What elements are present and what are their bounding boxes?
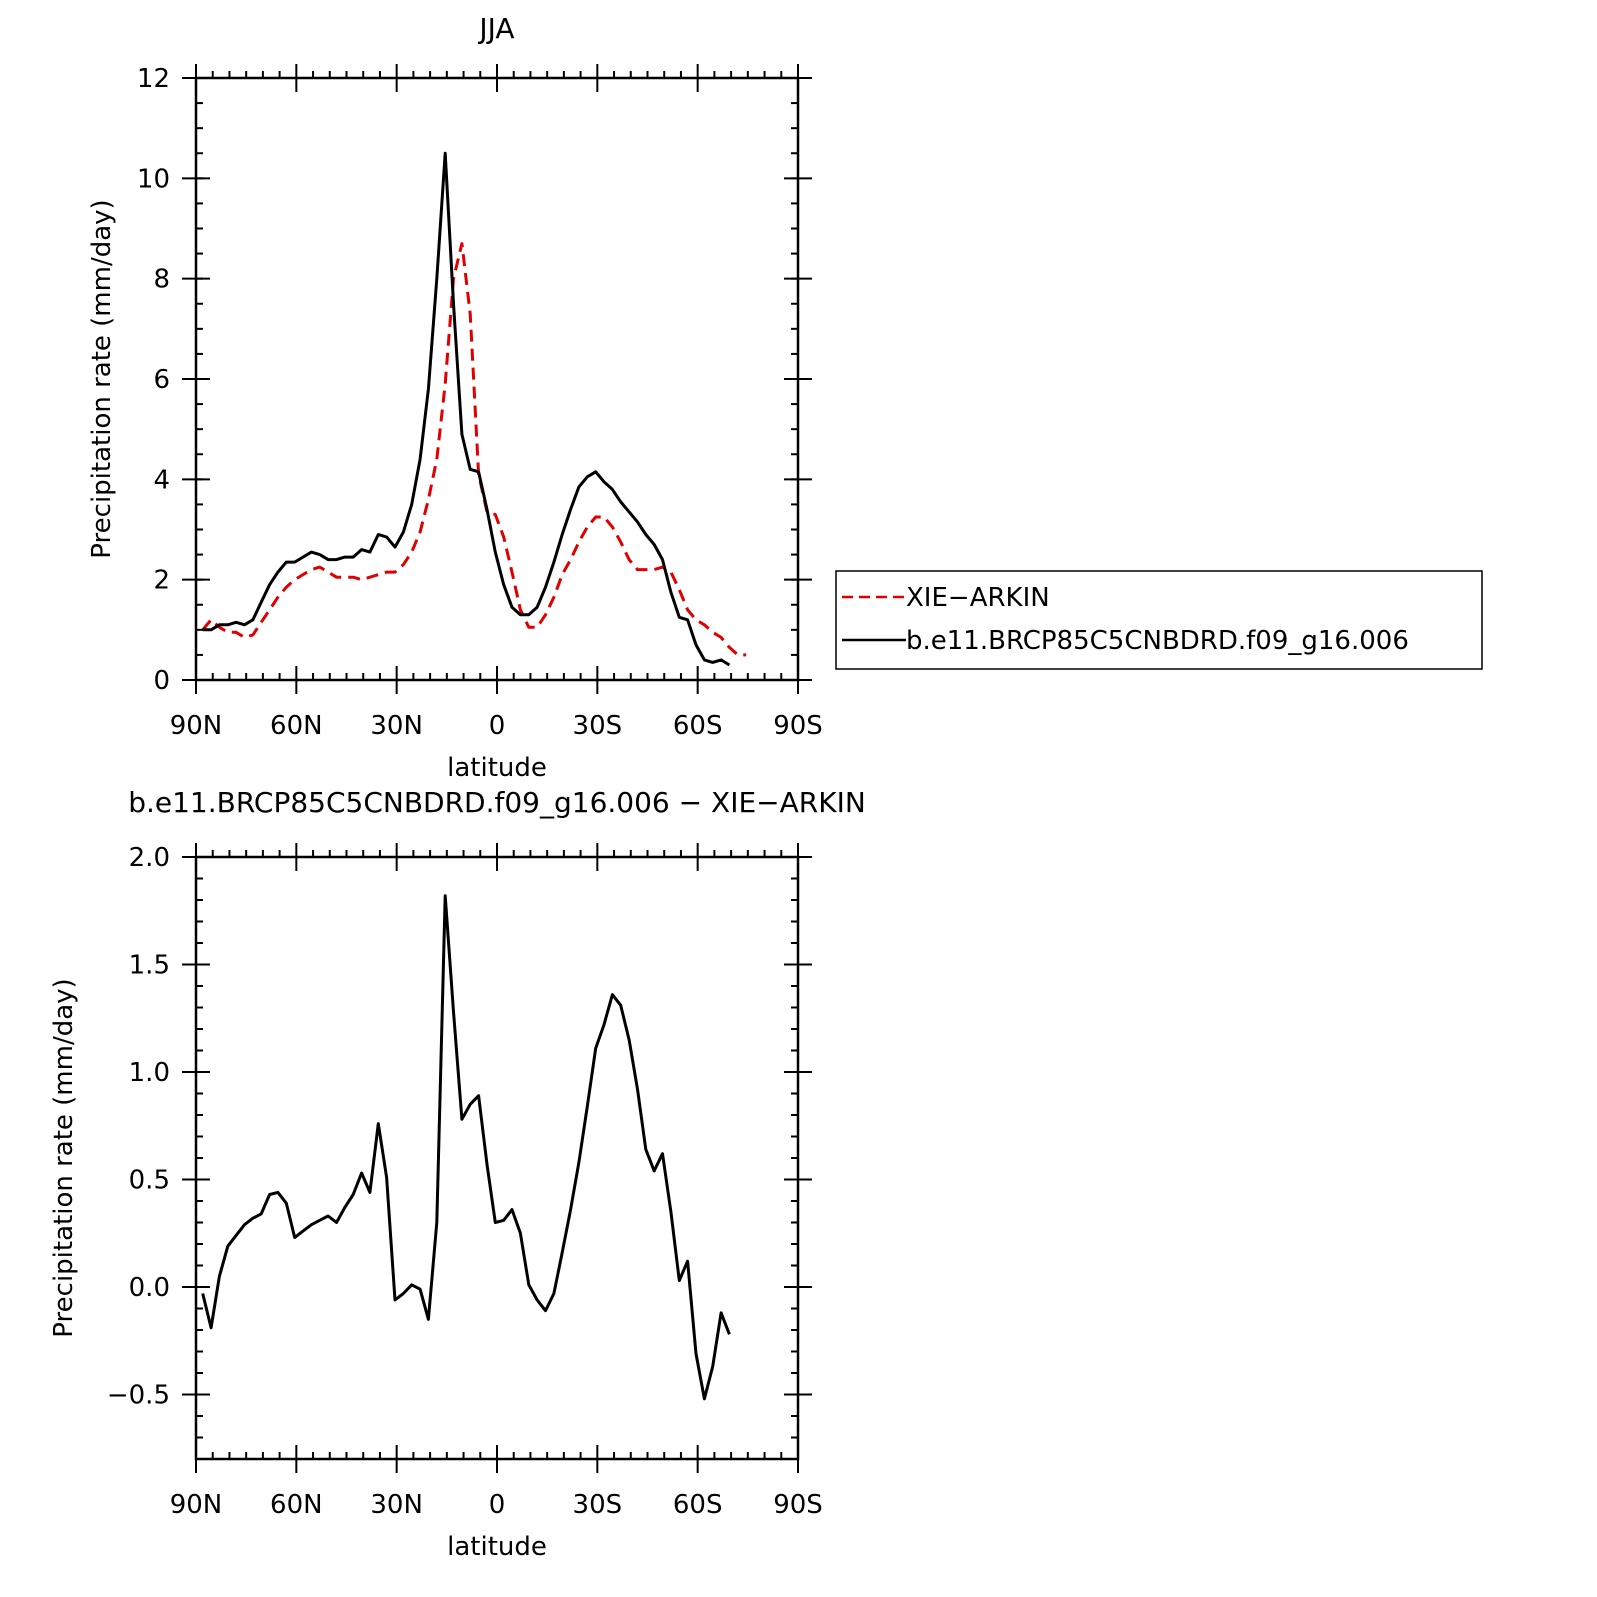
top-x-tick-labels: 90N 60N 30N 0 30S 60S 90S <box>170 711 823 741</box>
y-tick-label: 6 <box>153 365 170 395</box>
x-tick-label: 90N <box>170 711 223 741</box>
top-series-lines <box>201 151 747 667</box>
y-tick-label: 1.5 <box>129 951 170 981</box>
bottom-axis-ticks <box>182 843 812 1473</box>
series-line-1 <box>202 151 731 667</box>
y-tick-label: 0.0 <box>129 1273 170 1303</box>
bottom-panel: b.e11.BRCP85C5CNBDRD.f09_g16.006 − XIE−A… <box>49 786 866 1562</box>
legend-label-model: b.e11.BRCP85C5CNBDRD.f09_g16.006 <box>906 626 1409 656</box>
top-plot-frame <box>194 76 800 682</box>
x-tick-label: 30S <box>573 1490 623 1520</box>
x-tick-label: 60S <box>673 1490 723 1520</box>
x-tick-label: 60S <box>673 711 723 741</box>
x-tick-label: 90N <box>170 1490 223 1520</box>
bottom-plot-frame <box>194 855 800 1461</box>
x-tick-label: 60N <box>270 1490 323 1520</box>
x-tick-label: 90S <box>773 1490 823 1520</box>
bottom-x-axis-label: latitude <box>447 1532 547 1562</box>
x-tick-label: 90S <box>773 711 823 741</box>
top-axis-ticks <box>182 64 812 694</box>
y-tick-label: 2.0 <box>129 843 170 873</box>
series-line-0 <box>201 894 731 1401</box>
x-tick-label: 30N <box>370 1490 423 1520</box>
bottom-y-axis-label: Precipitation rate (mm/day) <box>49 978 79 1337</box>
x-tick-label: 30N <box>370 711 423 741</box>
legend: XIE−ARKIN b.e11.BRCP85C5CNBDRD.f09_g16.0… <box>835 570 1483 670</box>
x-tick-label: 0 <box>489 1490 506 1520</box>
y-tick-label: 2 <box>153 566 170 596</box>
x-tick-label: 0 <box>489 711 506 741</box>
y-tick-label: 4 <box>153 465 170 495</box>
bottom-panel-title: b.e11.BRCP85C5CNBDRD.f09_g16.006 − XIE−A… <box>128 786 866 819</box>
y-tick-label: 0 <box>153 666 170 696</box>
top-y-axis-label: Precipitation rate (mm/day) <box>87 199 117 558</box>
legend-box <box>835 570 1483 670</box>
series-line-0 <box>201 242 747 657</box>
top-panel-title: JJA <box>477 12 514 45</box>
bottom-y-tick-labels: −0.5 0.0 0.5 1.0 1.5 2.0 <box>107 843 170 1411</box>
bottom-series-lines <box>201 894 731 1401</box>
top-x-axis-label: latitude <box>447 753 547 783</box>
legend-label-observed: XIE−ARKIN <box>906 583 1050 613</box>
x-tick-label: 60N <box>270 711 323 741</box>
top-y-tick-labels: 0 2 4 6 8 10 12 <box>137 64 170 696</box>
y-tick-label: 12 <box>137 64 170 94</box>
y-tick-label: 1.0 <box>129 1058 170 1088</box>
y-tick-label: 10 <box>137 164 170 194</box>
y-tick-label: −0.5 <box>107 1381 170 1411</box>
y-tick-label: 0.5 <box>129 1166 170 1196</box>
bottom-x-tick-labels: 90N 60N 30N 0 30S 60S 90S <box>170 1490 823 1520</box>
x-tick-label: 30S <box>573 711 623 741</box>
y-tick-label: 8 <box>153 265 170 295</box>
top-panel: JJA 0 2 4 6 8 10 12 90N 60N 30N 0 30S 60S 90S latitu… <box>87 12 823 783</box>
